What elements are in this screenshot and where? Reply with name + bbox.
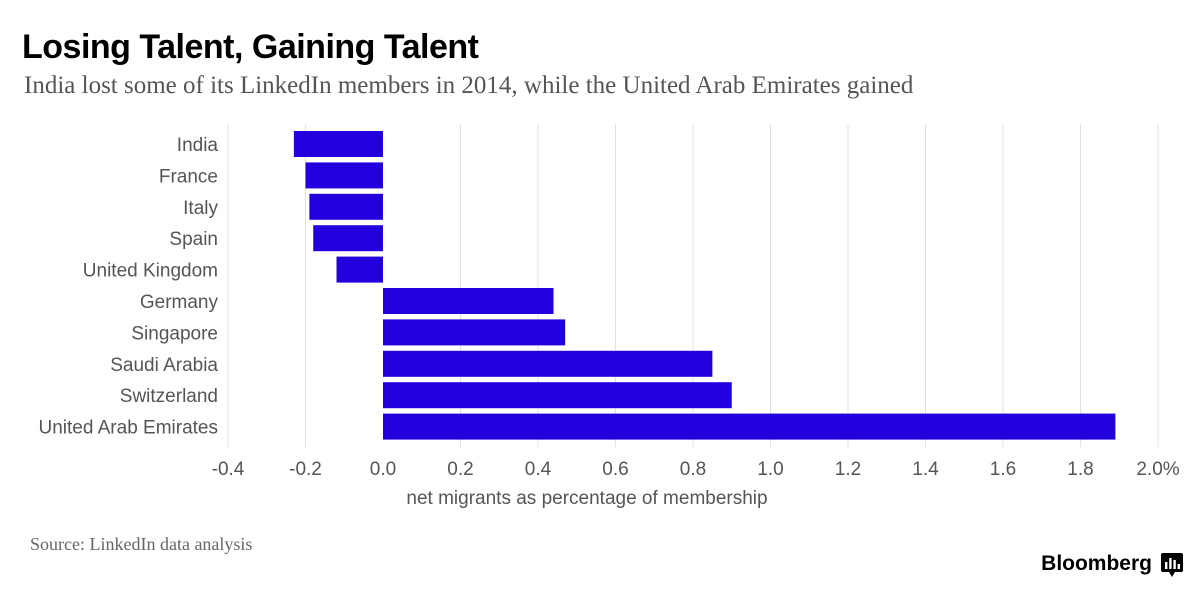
chart-title: Losing Talent, Gaining Talent: [22, 28, 479, 66]
x-axis-title: net migrants as percentage of membership: [406, 488, 767, 509]
category-label: United Kingdom: [83, 261, 218, 282]
x-tick-label: 0.4: [525, 459, 552, 480]
bar: [383, 319, 566, 346]
bloomberg-terminal-icon: [1161, 553, 1183, 577]
x-tick-label: -0.4: [212, 459, 245, 480]
x-tick-label: 1.8: [1067, 459, 1093, 480]
category-label: Singapore: [131, 323, 218, 344]
category-label: France: [159, 166, 218, 187]
bars: [293, 131, 1116, 440]
x-tick-label: 1.2: [835, 459, 861, 480]
bar: [293, 131, 383, 157]
bloomberg-logo-text: Bloomberg: [1041, 552, 1152, 575]
category-labels: India France Italy Spain United Kingdom Germa…: [38, 135, 218, 439]
x-tick-label: 2.0%: [1136, 459, 1179, 480]
x-tick-label: -0.2: [289, 459, 322, 480]
category-label: Switzerland: [120, 386, 218, 407]
bar: [383, 288, 554, 314]
bar: [383, 382, 732, 409]
category-label: Germany: [140, 292, 219, 313]
bar: [313, 225, 383, 252]
bar: [383, 413, 1116, 440]
x-tick-labels: -0.4 -0.2 0.0 0.2 0.4 0.6 0.8 1.0 1.2 1.4 1.6 1.8 2.…: [212, 459, 1180, 480]
category-label: Spain: [169, 229, 218, 250]
x-tick-label: 1.0: [757, 459, 783, 480]
bar: [336, 256, 383, 283]
source-note: Source: LinkedIn data analysis: [30, 534, 253, 554]
chart-subtitle: India lost some of its LinkedIn members …: [24, 72, 914, 99]
x-tick-label: 0.6: [602, 459, 628, 480]
x-tick-label: 0.0: [370, 459, 396, 480]
x-tick-label: 0.8: [680, 459, 706, 480]
x-tick-label: 0.2: [447, 459, 473, 480]
category-label: Saudi Arabia: [110, 355, 218, 376]
x-tick-label: 1.6: [990, 459, 1016, 480]
bar: [383, 350, 713, 377]
category-label: United Arab Emirates: [38, 418, 218, 439]
category-label: Italy: [183, 198, 218, 219]
bar: [309, 193, 383, 220]
x-tick-label: 1.4: [912, 459, 939, 480]
bar: [305, 162, 383, 189]
category-label: India: [177, 135, 219, 156]
